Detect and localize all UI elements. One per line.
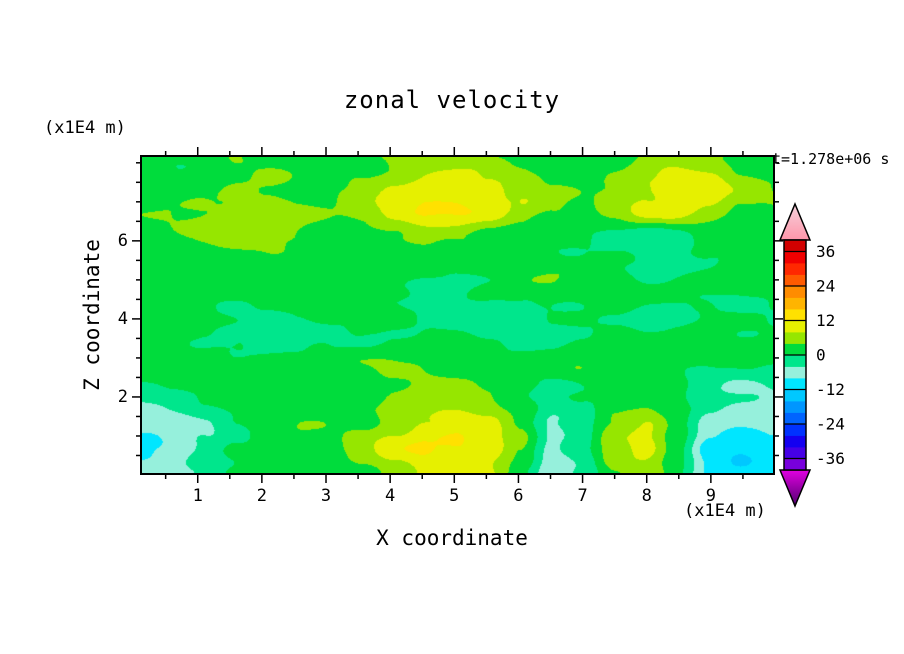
y-tick-label: 4 <box>117 308 128 329</box>
colorbar-band <box>784 378 806 390</box>
colorbar-tick-label: 0 <box>816 346 826 365</box>
colorbar-band <box>784 458 806 471</box>
y-tick-label: 2 <box>117 386 128 407</box>
x-tick-label: 4 <box>385 486 396 506</box>
x-tick-label: 2 <box>256 486 267 506</box>
x-tick-label: 6 <box>513 486 524 506</box>
x-tick-label: 9 <box>705 486 716 506</box>
x-axis-unit-label: (x1E4 m) <box>684 501 766 521</box>
colorbar-band <box>784 355 806 367</box>
colorbar-band <box>784 389 806 402</box>
plot-title: zonal velocity <box>343 86 561 114</box>
x-tick-label: 5 <box>449 486 460 506</box>
x-tick-label: 3 <box>320 486 332 506</box>
colorbar-outline <box>783 239 807 471</box>
colorbar-tick-label: -24 <box>816 415 845 434</box>
colorbar-band <box>784 309 806 321</box>
colorbar-band <box>784 424 806 436</box>
colorbar-tick-label: 36 <box>816 242 835 261</box>
x-tick-label: 7 <box>577 486 588 506</box>
colorbar-band <box>784 343 806 356</box>
plot-area <box>140 155 775 475</box>
colorbar-band <box>784 401 806 413</box>
colorbar-band <box>784 412 806 425</box>
colorbar-band <box>784 240 806 252</box>
colorbar-band <box>784 366 806 379</box>
colorbar-band <box>784 274 806 287</box>
y-axis-unit-label: (x1E4 m) <box>44 118 126 138</box>
colorbar-tick-label: 24 <box>816 277 835 296</box>
x-tick-label: 8 <box>641 486 652 506</box>
x-tick-label: 1 <box>192 486 203 506</box>
colorbar-band <box>784 320 806 333</box>
colorbar-band <box>784 435 806 448</box>
contour-field-canvas <box>142 157 773 473</box>
colorbar-band <box>784 263 806 275</box>
colorbar-band <box>784 251 806 264</box>
y-tick-label: 6 <box>117 230 128 251</box>
colorbar-under-arrow <box>778 469 812 508</box>
colorbar-tick-label: -36 <box>816 449 845 468</box>
colorbar-band <box>784 286 806 298</box>
colorbar-tick-label: -12 <box>816 380 845 399</box>
x-axis-title: X coordinate <box>376 526 528 550</box>
time-annotation: t=1.278e+06 s <box>772 150 890 168</box>
colorbar-band <box>784 332 806 344</box>
colorbar: 36 24 12 0 -12 -24 -36 <box>778 202 845 508</box>
colorbar-tick-label: 12 <box>816 311 835 330</box>
colorbar-over-arrow <box>778 202 812 241</box>
colorbar-band <box>784 447 806 459</box>
colorbar-band <box>784 297 806 310</box>
